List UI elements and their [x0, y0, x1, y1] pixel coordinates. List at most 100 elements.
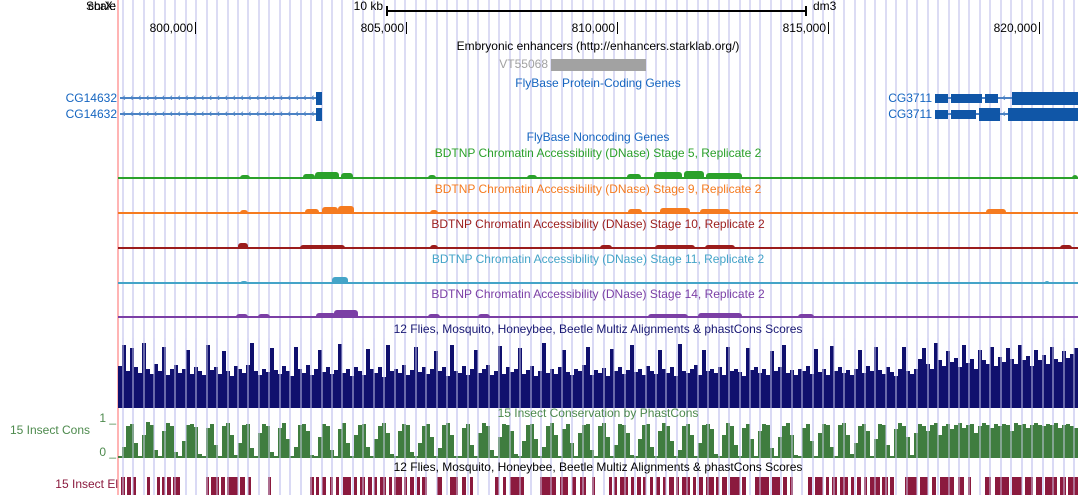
gene-label-cg14632-2[interactable]: CG14632: [65, 107, 117, 121]
conservation-bar: [294, 447, 298, 458]
conservation-bar: [246, 424, 250, 458]
conserved-element-block: [410, 477, 414, 495]
multiz-bar: [318, 350, 322, 408]
conservation-bar: [550, 423, 554, 458]
multiz-bar: [1010, 359, 1014, 408]
bdtnp-stage10-title: BDTNP Chromatin Accessibility (DNase) St…: [431, 217, 765, 231]
conservation-bar: [254, 456, 258, 458]
gene-label-cg3711-1[interactable]: CG3711: [888, 91, 932, 105]
multiz-bar: [1014, 364, 1018, 408]
gene-label-cg14632-1[interactable]: CG14632: [65, 91, 117, 105]
multiz-bar: [238, 369, 242, 408]
conserved-element-block: [503, 477, 506, 495]
conservation-bar: [430, 437, 434, 458]
conservation-bar: [654, 456, 658, 458]
conservation-bar: [942, 426, 946, 458]
multiz-bar: [630, 345, 634, 408]
multiz-bar: [242, 373, 246, 408]
gene-label-cg3711-2[interactable]: CG3711: [888, 107, 932, 121]
conservation-bar: [886, 445, 890, 458]
conserved-element-block: [394, 477, 402, 495]
multiz-bar: [190, 374, 194, 408]
conserved-element-block: [706, 477, 714, 495]
conservation-bar: [990, 428, 994, 458]
conservation-bar: [670, 441, 674, 458]
enhancer-region-box[interactable]: [551, 59, 646, 71]
multiz-bar: [274, 370, 278, 408]
multiz-bar: [538, 371, 542, 408]
multiz-bar: [582, 365, 586, 408]
conservation-bar: [126, 426, 130, 458]
multiz-bar: [634, 372, 638, 408]
conservation-bar: [638, 439, 642, 458]
gridline-overlay: [1062, 338, 1065, 495]
gridline-overlay: [351, 338, 354, 495]
conservation-bar: [282, 423, 286, 458]
signal-peak: [1060, 245, 1072, 249]
conservation-bar: [302, 424, 306, 458]
multiz-bar: [458, 373, 462, 408]
multiz-bar: [478, 373, 482, 408]
conservation-bar: [578, 433, 582, 458]
gridline-overlay: [801, 338, 804, 495]
multiz-bar: [1050, 347, 1054, 408]
conservation-bar: [162, 431, 166, 458]
gridline-overlay: [634, 338, 637, 495]
gridline-overlay: [393, 338, 396, 495]
multiz-bar: [898, 369, 902, 408]
conservation-bar: [946, 424, 950, 458]
gridline-overlay: [863, 338, 866, 495]
conservation-bar: [1054, 423, 1058, 458]
conserved-element-block: [631, 477, 634, 495]
multiz-bar: [1062, 351, 1066, 408]
multiz-bar: [694, 365, 698, 408]
conservation-bar: [790, 435, 794, 458]
gridline-overlay: [1041, 338, 1044, 495]
conserved-element-block: [682, 477, 690, 495]
conservation-bar: [482, 423, 486, 458]
signal-peak: [315, 172, 339, 179]
signal-peak: [478, 314, 490, 318]
gene-intron-line: [120, 113, 322, 115]
strand-arrows-left: ‹‹‹‹‹‹‹‹‹‹‹‹‹‹‹‹‹‹‹‹‹‹‹‹‹‹: [122, 92, 314, 104]
multiz-bottom-title: 12 Flies, Mosquito, Honeybee, Beetle Mul…: [393, 460, 803, 474]
conserved-element-block: [147, 477, 150, 495]
conservation-left-label: 15 Insect Cons: [9, 423, 90, 437]
multiz-bar: [370, 369, 374, 408]
conserved-element-block: [336, 477, 339, 495]
conservation-bar: [618, 424, 622, 458]
signal-peak: [627, 174, 641, 179]
multiz-bar: [490, 375, 494, 408]
conserved-element-block: [693, 477, 696, 495]
gridline-overlay: [686, 338, 689, 495]
signal-peak: [238, 243, 248, 249]
signal-peak: [428, 175, 436, 179]
noncoding-genes-track-title: FlyBase Noncoding Genes: [526, 130, 670, 144]
conservation-bar: [630, 455, 634, 458]
conservation-bar: [270, 452, 274, 458]
multiz-bar: [702, 350, 706, 408]
gridline-overlay: [236, 338, 239, 495]
multiz-bar: [254, 371, 258, 408]
conservation-bar: [226, 423, 230, 458]
scale-bar-end-tick: [386, 6, 388, 16]
conservation-bar: [542, 447, 546, 458]
conservation-bar: [414, 456, 418, 458]
signal-peak: [305, 209, 319, 214]
multiz-bar: [162, 347, 166, 408]
conserved-element-block: [699, 477, 703, 495]
conserved-element-block: [374, 477, 377, 495]
conserved-element-block: [1036, 477, 1042, 495]
gridline-overlay: [958, 338, 960, 495]
multiz-bar: [358, 371, 362, 408]
multiz-bar: [262, 369, 266, 408]
conservation-axis-min: 0 _: [99, 445, 116, 459]
multiz-bar: [338, 344, 342, 408]
conserved-element-block: [832, 477, 837, 495]
multiz-bar: [142, 343, 146, 408]
multiz-bar: [390, 371, 394, 408]
multiz-bar: [1026, 356, 1030, 408]
conserved-element-block: [932, 477, 936, 495]
conservation-bar: [258, 433, 262, 458]
gridline-overlay: [916, 338, 919, 495]
